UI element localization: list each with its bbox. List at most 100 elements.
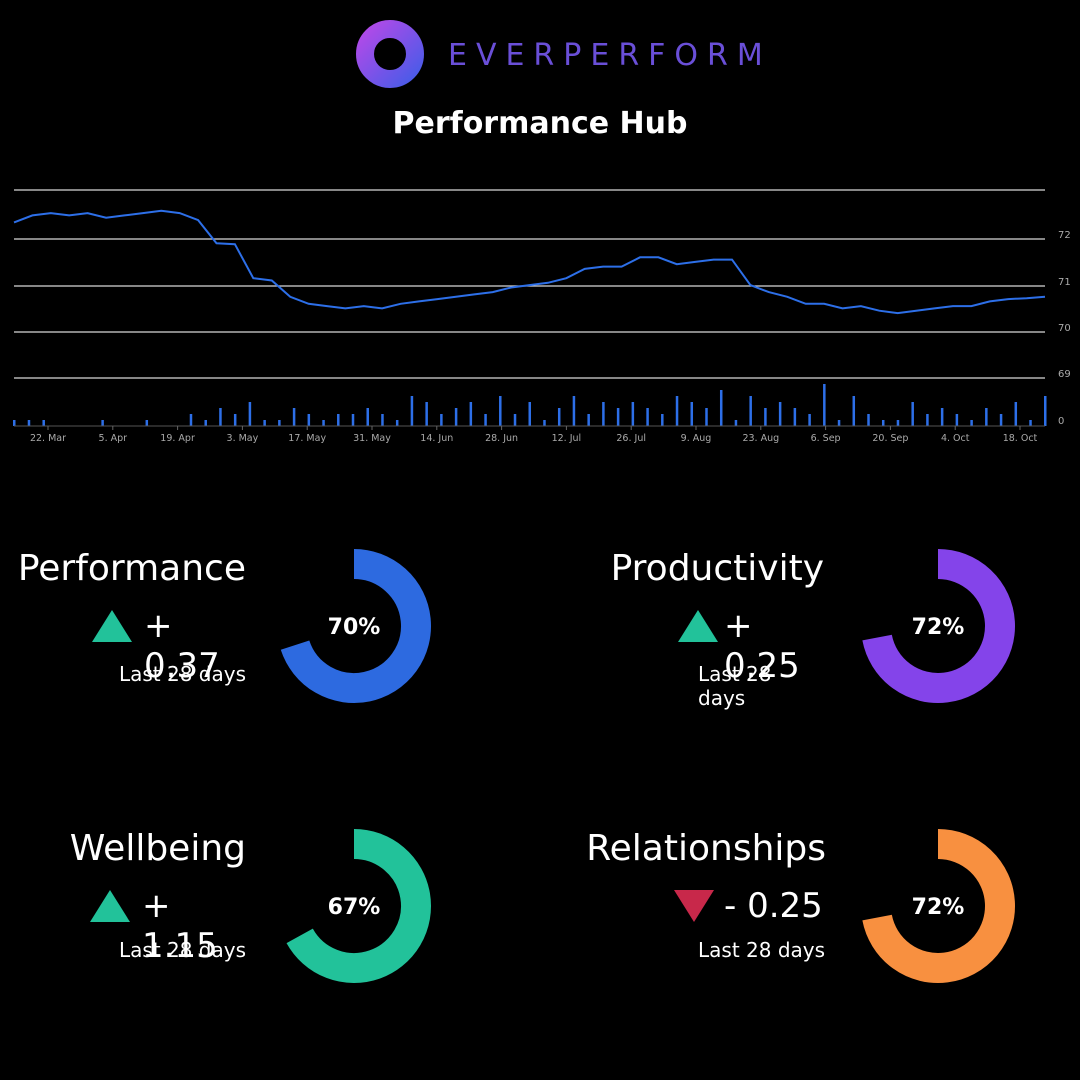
donut-arc	[280, 549, 431, 703]
volume-bar	[837, 420, 841, 426]
trend-up-icon	[92, 610, 132, 642]
x-tick-label: 31. May	[353, 433, 391, 444]
volume-bar	[440, 414, 443, 426]
metric-name: Productivity	[610, 548, 824, 589]
metric-delta: + 0.37	[144, 606, 220, 686]
volume-bar	[675, 396, 679, 426]
volume-bar	[572, 396, 576, 426]
volume-bar	[646, 408, 649, 426]
metric-period: Last 28 days	[698, 662, 772, 710]
productivity-donut: 72%	[862, 549, 1015, 703]
metric-period: Last 28 days	[698, 938, 826, 962]
volume-bar	[528, 402, 531, 426]
volume-bar	[587, 414, 590, 426]
volume-bar	[705, 408, 708, 426]
volume-bar	[145, 420, 149, 426]
donut-percent: 72%	[912, 615, 965, 640]
volume-bar	[425, 402, 428, 426]
volume-bar	[940, 408, 944, 426]
metric-delta: - 0.25	[724, 886, 823, 926]
volume-bar	[499, 396, 502, 426]
volume-bar	[292, 408, 296, 426]
x-tick-label: 22. Mar	[30, 433, 66, 444]
volume-bar	[337, 414, 340, 426]
volume-bar	[631, 402, 635, 426]
metric-period: Last 28 days	[118, 662, 246, 686]
metric-name: Performance	[17, 548, 246, 589]
volume-bar	[985, 408, 988, 426]
volume-bar	[263, 420, 266, 426]
volume-bar	[278, 420, 281, 426]
metric-period: Last 28 days	[118, 938, 246, 962]
volume-bar	[1044, 396, 1047, 426]
brand-logo: EVERPERFORM	[354, 18, 763, 90]
volume-bar	[764, 408, 767, 426]
volume-bar	[557, 408, 561, 426]
x-tick-label: 20. Sep	[872, 433, 908, 444]
metric-performance: Performance + 0.37 Last 28 days	[0, 548, 246, 748]
volume-bar	[322, 420, 325, 426]
performance-trend-chart: 72 71 70 69 0 22. Mar 5. Apr 19. Apr 3. May 17. M…	[13, 189, 1071, 444]
x-tick-label: 14. Jun	[420, 433, 453, 444]
volume-bar	[248, 402, 252, 426]
trend-up-icon	[90, 890, 130, 922]
volume-bar	[513, 414, 517, 426]
x-tick-label: 23. Aug	[742, 433, 779, 444]
x-tick-label: 18. Oct	[1003, 433, 1038, 444]
volume-bar	[911, 402, 914, 426]
volume-bar	[690, 402, 694, 426]
donut-arc	[862, 549, 1015, 703]
volume-bar	[469, 402, 473, 426]
x-tick-label: 19. Apr	[160, 433, 195, 444]
volume-bar	[101, 420, 104, 426]
y-tick-label: 69	[1058, 369, 1071, 380]
volume-bar	[852, 396, 856, 426]
page-title: Performance Hub	[392, 106, 688, 141]
x-tick-label: 6. Sep	[811, 433, 841, 444]
volume-bar	[27, 420, 31, 426]
x-tick-label: 12. Jul	[552, 433, 582, 444]
volume-bar	[543, 420, 546, 426]
donut-percent: 72%	[912, 895, 965, 920]
y-tick-label: 72	[1058, 230, 1071, 241]
brand-name: EVERPERFORM	[448, 38, 772, 73]
metric-productivity: Productivity + 0.25 Last 28 days	[304, 548, 824, 748]
volume-bar	[749, 396, 752, 426]
volume-bar	[661, 414, 664, 426]
trend-down-icon	[674, 890, 714, 922]
metric-name: Wellbeing	[69, 828, 246, 869]
logo-ring-icon	[356, 20, 424, 88]
donut-arc	[286, 829, 431, 983]
performance-line	[13, 209, 1046, 315]
wellbeing-donut: 67%	[286, 829, 431, 983]
volume-bar	[351, 414, 355, 426]
volume-bar	[307, 414, 311, 426]
volume-bar	[204, 420, 207, 426]
y-tick-label: 71	[1058, 277, 1071, 288]
x-tick-label: 17. May	[288, 433, 326, 444]
volume-bar	[808, 414, 811, 426]
volume-bar	[896, 420, 900, 426]
volume-bar	[881, 420, 885, 426]
x-tick-label: 3. May	[227, 433, 259, 444]
x-tick-label: 4. Oct	[941, 433, 970, 444]
volume-bar	[955, 414, 959, 426]
metric-wellbeing: Wellbeing + 1.15 Last 28 days	[0, 828, 246, 1028]
donut-percent: 67%	[328, 895, 381, 920]
volume-bar	[366, 408, 369, 426]
performance-donut: 70%	[280, 549, 431, 703]
volume-bar	[42, 420, 45, 426]
volume-bar	[999, 414, 1003, 426]
volume-bar	[867, 414, 870, 426]
volume-bar	[189, 414, 193, 426]
volume-bar	[1014, 402, 1018, 426]
x-tick-label: 9. Aug	[681, 433, 712, 444]
volume-bar	[233, 414, 237, 426]
volume-bar	[734, 420, 738, 426]
volume-bar	[219, 408, 222, 426]
x-tick-label: 26. Jul	[616, 433, 646, 444]
metric-relationships: Relationships - 0.25 Last 28 days	[306, 828, 826, 1028]
metric-delta: + 1.15	[142, 886, 218, 966]
metric-delta: + 0.25	[724, 606, 800, 686]
volume-bar	[793, 408, 797, 426]
